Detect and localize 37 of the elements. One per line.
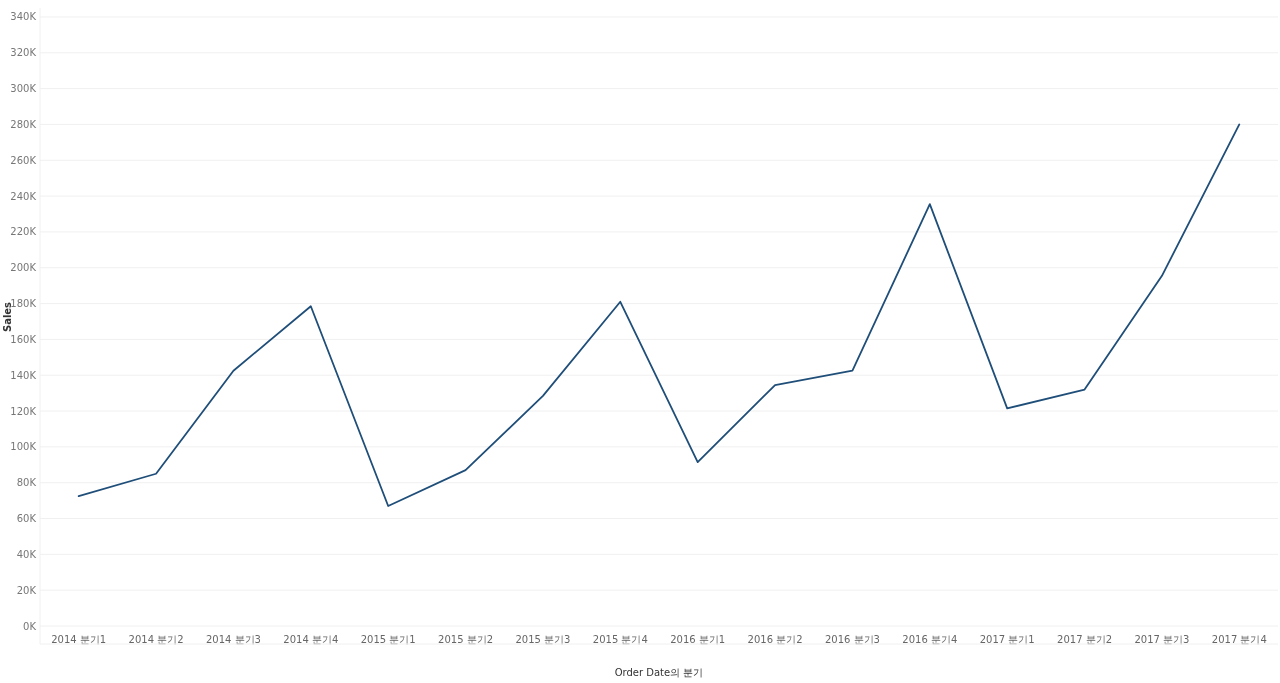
- y-tick-label: 160K: [10, 333, 37, 345]
- y-tick-label: 120K: [10, 405, 37, 417]
- x-tick-label: 2014 분기4: [283, 634, 339, 645]
- y-tick-label: 100K: [10, 441, 37, 453]
- y-tick-label: 80K: [16, 477, 37, 489]
- y-tick-label: 140K: [10, 369, 37, 381]
- y-tick-label: 60K: [16, 513, 37, 525]
- x-tick-label: 2014 분기2: [128, 634, 184, 645]
- x-tick-label: 2016 분기4: [902, 634, 958, 645]
- x-tick-label: 2015 분기3: [515, 634, 571, 645]
- y-tick-label: 340K: [10, 11, 37, 23]
- y-tick-label: 20K: [16, 584, 37, 596]
- x-tick-label: 2016 분기1: [670, 634, 726, 645]
- y-tick-label: 280K: [10, 118, 37, 130]
- y-tick-label: 40K: [16, 548, 37, 560]
- x-tick-label: 2016 분기3: [824, 634, 880, 645]
- y-tick-label: 0K: [23, 620, 37, 632]
- x-tick-label: 2016 분기2: [747, 634, 803, 645]
- x-axis-title: Order Date의 분기: [614, 667, 704, 678]
- x-tick-label: 2017 분기3: [1134, 634, 1190, 645]
- y-tick-label: 260K: [10, 154, 37, 166]
- y-tick-label: 240K: [10, 190, 37, 202]
- y-tick-label: 320K: [10, 47, 37, 59]
- x-tick-label: 2015 분기2: [438, 634, 494, 645]
- y-tick-label: 300K: [10, 83, 37, 95]
- x-tick-label: 2015 분기1: [360, 634, 416, 645]
- y-axis-title: Sales: [2, 301, 13, 333]
- x-tick-label: 2014 분기3: [205, 634, 261, 645]
- x-tick-label: 2017 분기2: [1057, 634, 1113, 645]
- line-series: [77, 123, 1241, 507]
- y-tick-label: 200K: [10, 262, 37, 274]
- y-tick-label: 220K: [10, 226, 37, 238]
- x-tick-label: 2017 분기4: [1211, 634, 1267, 645]
- x-tick-label: 2017 분기1: [979, 634, 1035, 645]
- y-tick-label: 180K: [10, 298, 37, 310]
- x-tick-label: 2014 분기1: [51, 634, 107, 645]
- x-tick-label: 2015 분기4: [592, 634, 648, 645]
